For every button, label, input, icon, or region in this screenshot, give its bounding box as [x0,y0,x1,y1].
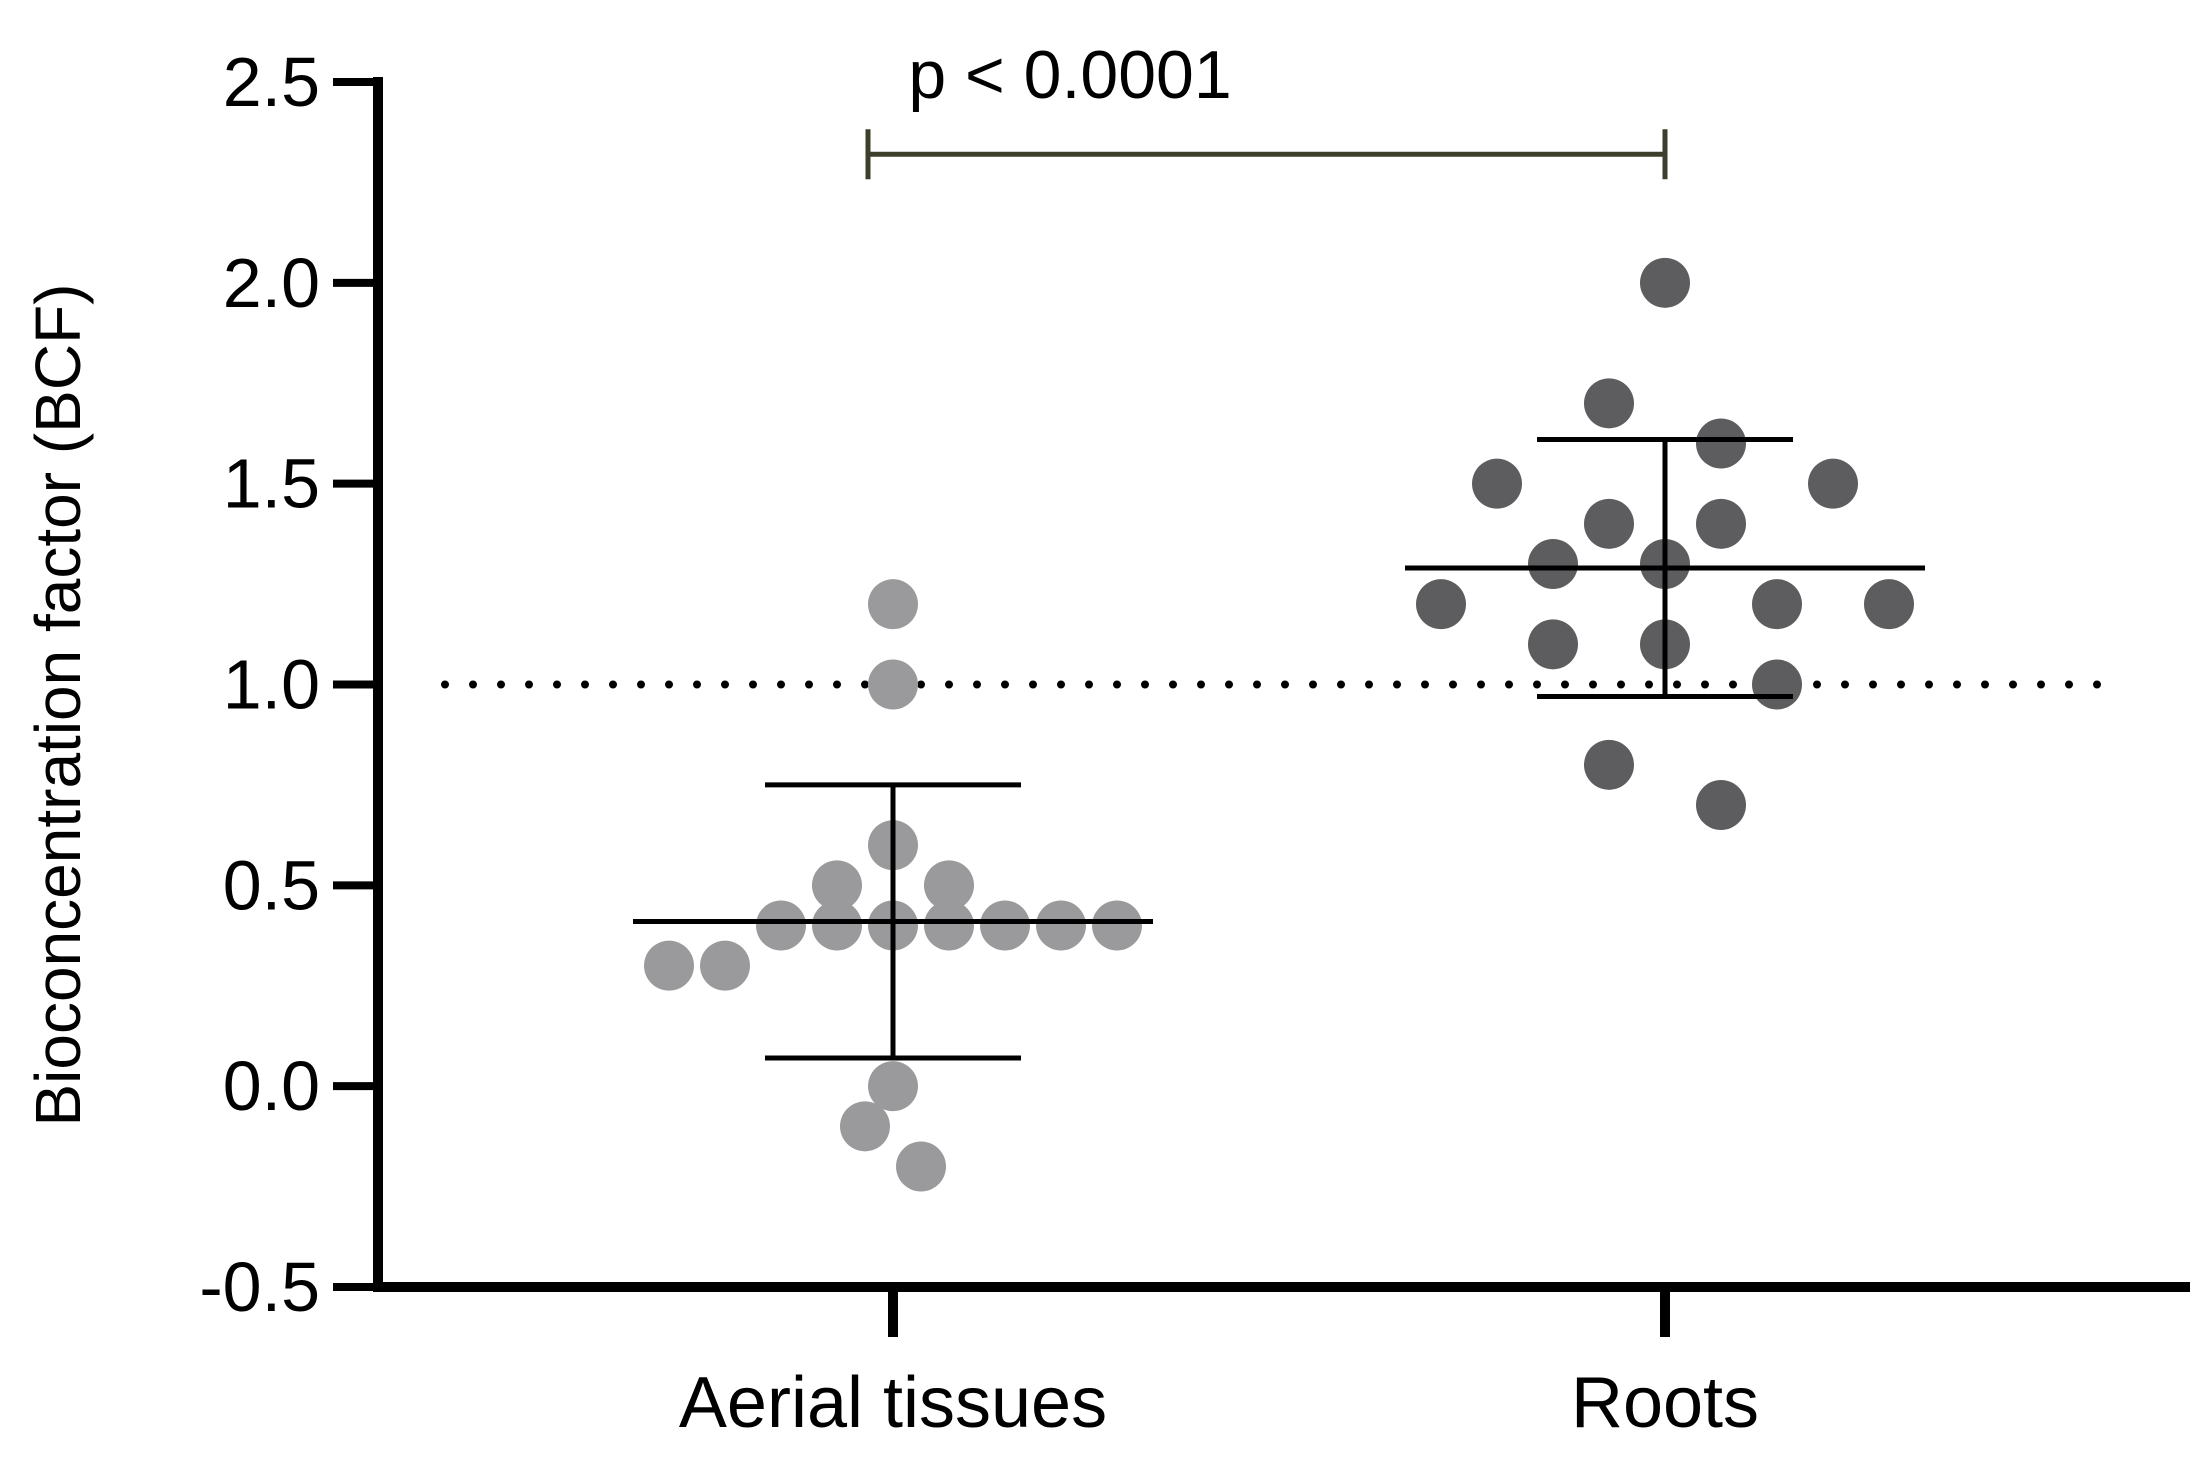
data-point-aerial-10 [924,860,974,911]
significance-label: p < 0.0001 [908,37,1231,113]
data-point-aerial-5 [924,900,974,951]
y-tick-label: 0.5 [223,846,320,924]
data-point-roots-9 [1696,418,1746,469]
data-point-roots-11 [1640,257,1690,308]
data-point-roots-3 [1528,539,1578,589]
y-tick-label: 2.5 [223,43,320,121]
data-point-aerial-15 [840,1101,890,1152]
data-point-aerial-3 [812,900,862,951]
data-point-roots-7 [1472,458,1522,509]
data-point-aerial-9 [812,860,862,911]
data-point-roots-12 [1528,619,1578,670]
data-point-roots-8 [1808,458,1858,509]
data-point-aerial-0 [644,940,694,991]
y-axis-label: Bioconcentration factor (BCF) [22,284,94,1127]
data-point-aerial-14 [868,1061,918,1112]
data-point-roots-16 [1696,780,1746,830]
y-tick-label: 2.0 [223,244,320,322]
data-point-roots-2 [1864,579,1914,630]
significance-layer [865,129,1668,180]
x-tick-label: Roots [1571,1363,1759,1443]
data-point-roots-6 [1696,498,1746,549]
data-point-roots-0 [1416,579,1466,630]
data-point-aerial-12 [868,659,918,710]
data-point-roots-1 [1752,579,1802,630]
data-point-roots-14 [1752,659,1802,710]
data-point-aerial-8 [1092,900,1142,951]
data-point-roots-10 [1584,378,1634,429]
data-point-aerial-2 [756,900,806,951]
data-point-roots-15 [1584,739,1634,790]
y-tick-label: 0.0 [223,1047,320,1125]
y-tick-label: 1.0 [223,646,320,724]
x-tick-label: Aerial tissues [679,1363,1107,1443]
data-point-aerial-7 [1036,900,1086,951]
data-point-aerial-1 [700,940,750,991]
error-bars-layer [633,436,1925,1061]
y-tick-label: 1.5 [223,445,320,523]
data-point-roots-5 [1584,498,1634,549]
axes-layer: -0.5 0.0 0.5 1.0 1.5 2.0 2.5 Aerial tissues Root… [199,43,2190,1443]
data-points-layer [644,257,1914,1192]
data-point-aerial-13 [868,579,918,630]
data-point-aerial-6 [980,900,1030,951]
y-tick-label: -0.5 [199,1248,320,1326]
data-point-aerial-16 [896,1141,946,1192]
